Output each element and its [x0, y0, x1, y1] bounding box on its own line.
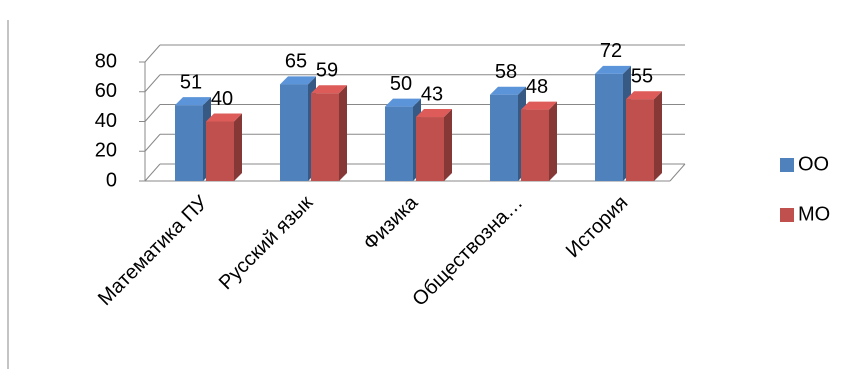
bar-top	[206, 113, 242, 122]
bar-top	[490, 86, 526, 95]
grid-line-side	[144, 74, 161, 93]
data-label: 51	[180, 71, 202, 93]
grid-line-side	[144, 104, 161, 122]
bar-top	[521, 101, 557, 110]
bar-top	[280, 76, 316, 85]
bar-side	[654, 91, 662, 181]
bar-top	[626, 91, 662, 100]
data-label: 40	[211, 88, 233, 110]
y-tick-label: 60	[95, 80, 117, 102]
bar	[385, 106, 413, 181]
grid-line-side	[144, 133, 161, 152]
data-label: 58	[495, 61, 517, 83]
bar-top	[595, 65, 631, 74]
y-tick-label: 0	[106, 169, 117, 191]
data-label: 55	[631, 65, 653, 87]
data-label: 59	[316, 60, 338, 82]
bar-side	[444, 109, 452, 181]
legend-label: МО	[798, 203, 830, 225]
y-tick-label: 40	[95, 110, 117, 132]
bar-side	[549, 101, 557, 181]
bar	[175, 105, 203, 181]
data-label: 65	[285, 51, 307, 73]
grid-line-side	[144, 163, 161, 182]
bar	[206, 121, 234, 181]
legend-swatch	[780, 208, 794, 222]
bar	[626, 99, 654, 181]
floor-right	[669, 163, 686, 182]
grid-line-side	[144, 44, 161, 63]
bar-top	[385, 98, 421, 107]
bar	[280, 84, 308, 181]
y-tick-label: 20	[95, 140, 117, 162]
x-tick-label: Обществозна…	[408, 192, 527, 311]
bar	[416, 117, 444, 181]
y-tick-label: 80	[95, 50, 117, 72]
bar-side	[234, 113, 242, 181]
x-tick-label: Русский язык	[215, 192, 318, 295]
legend-swatch	[780, 158, 794, 172]
data-label: 50	[390, 73, 412, 95]
bar-side	[339, 85, 347, 181]
x-tick-label: Физика	[359, 191, 423, 255]
data-label: 43	[421, 83, 443, 105]
data-label: 48	[526, 76, 548, 98]
data-label: 72	[600, 40, 622, 62]
bar	[311, 93, 339, 181]
x-tick-label: История	[562, 192, 632, 262]
bar	[521, 109, 549, 181]
bar-top	[416, 109, 452, 118]
bar-top	[311, 85, 347, 94]
x-tick-label: Математика ПУ	[94, 192, 213, 311]
bar	[595, 73, 623, 181]
bar	[490, 94, 518, 181]
bar-top	[175, 97, 211, 106]
legend-label: ОО	[798, 153, 829, 175]
